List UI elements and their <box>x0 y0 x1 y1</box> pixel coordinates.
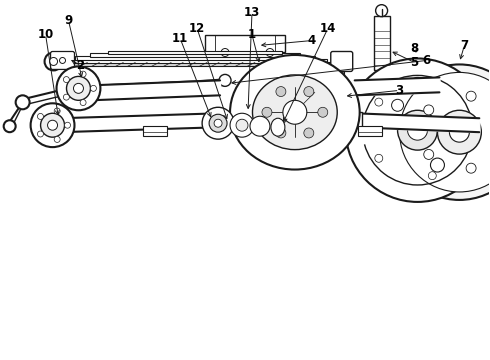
Text: 11: 11 <box>172 32 188 45</box>
Text: 10: 10 <box>37 28 54 41</box>
Circle shape <box>376 92 388 104</box>
Circle shape <box>408 120 427 140</box>
Circle shape <box>250 116 270 136</box>
Circle shape <box>16 95 29 109</box>
Text: 5: 5 <box>411 56 418 69</box>
Bar <box>75 57 315 60</box>
Circle shape <box>346 58 490 202</box>
Circle shape <box>49 58 57 66</box>
Circle shape <box>230 113 254 137</box>
Circle shape <box>221 49 229 57</box>
FancyBboxPatch shape <box>331 51 353 71</box>
Text: 2: 2 <box>76 59 85 72</box>
Ellipse shape <box>271 118 285 136</box>
Circle shape <box>431 158 444 172</box>
Bar <box>91 54 300 58</box>
Circle shape <box>392 64 490 200</box>
Bar <box>374 15 390 71</box>
Circle shape <box>375 154 383 162</box>
Circle shape <box>41 113 65 137</box>
Text: 4: 4 <box>308 34 316 47</box>
Circle shape <box>56 67 100 110</box>
Circle shape <box>63 77 70 82</box>
Circle shape <box>54 136 60 143</box>
Circle shape <box>67 76 91 100</box>
Circle shape <box>262 107 272 117</box>
Circle shape <box>80 100 86 105</box>
Circle shape <box>276 128 286 138</box>
Circle shape <box>219 75 231 86</box>
Bar <box>358 126 382 136</box>
Circle shape <box>376 5 388 17</box>
Circle shape <box>30 103 74 147</box>
Text: 12: 12 <box>189 22 205 35</box>
Circle shape <box>209 114 227 132</box>
Bar <box>220 112 232 128</box>
Bar <box>330 67 343 98</box>
Circle shape <box>410 77 425 93</box>
Circle shape <box>266 49 274 57</box>
Circle shape <box>304 86 314 96</box>
Circle shape <box>37 131 44 137</box>
Circle shape <box>424 105 434 115</box>
Text: 14: 14 <box>319 22 336 35</box>
Bar <box>205 35 285 53</box>
Bar <box>143 126 167 136</box>
Circle shape <box>59 58 66 63</box>
Circle shape <box>48 120 57 130</box>
Circle shape <box>392 99 404 111</box>
Circle shape <box>63 94 70 100</box>
Bar <box>64 59 327 63</box>
FancyBboxPatch shape <box>50 51 74 69</box>
Text: 3: 3 <box>395 84 404 97</box>
Text: 9: 9 <box>64 14 73 27</box>
Ellipse shape <box>230 55 360 170</box>
Bar <box>108 50 282 54</box>
Circle shape <box>80 71 86 77</box>
Circle shape <box>276 86 286 96</box>
Circle shape <box>462 126 469 134</box>
Bar <box>53 62 337 67</box>
Circle shape <box>466 91 476 101</box>
Circle shape <box>74 84 83 93</box>
Circle shape <box>449 122 469 142</box>
Circle shape <box>236 119 248 131</box>
Text: 7: 7 <box>460 39 468 52</box>
Circle shape <box>65 122 71 128</box>
Circle shape <box>375 98 383 106</box>
Circle shape <box>4 120 16 132</box>
Text: 1: 1 <box>248 28 256 41</box>
Circle shape <box>424 149 434 159</box>
Circle shape <box>318 107 328 117</box>
Circle shape <box>37 113 44 120</box>
Circle shape <box>428 172 436 180</box>
Circle shape <box>304 128 314 138</box>
Text: 6: 6 <box>422 54 431 67</box>
Circle shape <box>399 72 490 192</box>
Text: 13: 13 <box>244 6 260 19</box>
Circle shape <box>332 95 342 105</box>
Circle shape <box>45 53 63 71</box>
Circle shape <box>202 107 234 139</box>
Circle shape <box>438 110 481 154</box>
Circle shape <box>428 81 436 89</box>
Circle shape <box>91 85 97 91</box>
Text: 8: 8 <box>411 42 418 55</box>
Circle shape <box>214 119 222 127</box>
Ellipse shape <box>252 75 337 150</box>
Circle shape <box>397 110 438 150</box>
Circle shape <box>283 100 307 124</box>
Circle shape <box>466 163 476 173</box>
Bar <box>350 112 362 128</box>
Circle shape <box>54 108 60 114</box>
